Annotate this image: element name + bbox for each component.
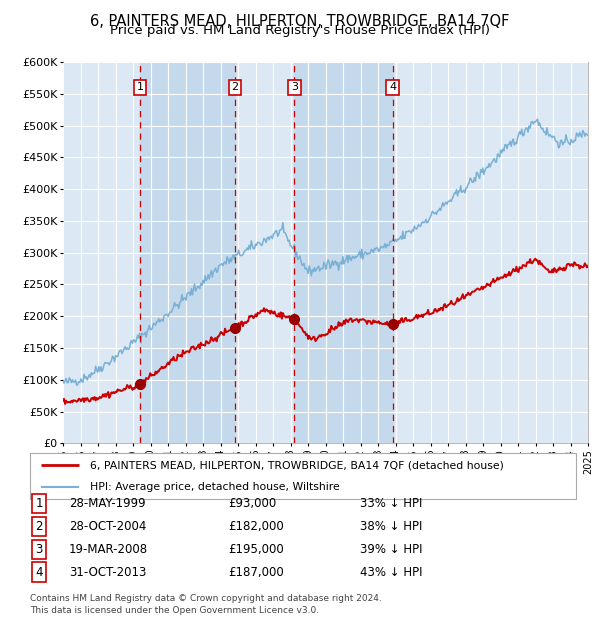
Text: 6, PAINTERS MEAD, HILPERTON, TROWBRIDGE, BA14 7QF: 6, PAINTERS MEAD, HILPERTON, TROWBRIDGE,…	[91, 14, 509, 29]
Bar	[295, 62, 392, 443]
Text: 3: 3	[291, 82, 298, 92]
Text: 1: 1	[137, 82, 143, 92]
Text: 4: 4	[35, 566, 43, 578]
Text: HPI: Average price, detached house, Wiltshire: HPI: Average price, detached house, Wilt…	[90, 482, 340, 492]
Text: 28-OCT-2004: 28-OCT-2004	[69, 520, 146, 533]
Text: 33% ↓ HPI: 33% ↓ HPI	[360, 497, 422, 510]
Text: 4: 4	[389, 82, 396, 92]
Text: 38% ↓ HPI: 38% ↓ HPI	[360, 520, 422, 533]
Text: Price paid vs. HM Land Registry's House Price Index (HPI): Price paid vs. HM Land Registry's House …	[110, 24, 490, 37]
Text: £182,000: £182,000	[228, 520, 284, 533]
Text: 3: 3	[35, 543, 43, 556]
Text: 19-MAR-2008: 19-MAR-2008	[69, 543, 148, 556]
Text: 39% ↓ HPI: 39% ↓ HPI	[360, 543, 422, 556]
Bar	[140, 62, 235, 443]
Text: 2: 2	[35, 520, 43, 533]
Text: £195,000: £195,000	[228, 543, 284, 556]
Text: 28-MAY-1999: 28-MAY-1999	[69, 497, 146, 510]
Text: 6, PAINTERS MEAD, HILPERTON, TROWBRIDGE, BA14 7QF (detached house): 6, PAINTERS MEAD, HILPERTON, TROWBRIDGE,…	[90, 460, 504, 470]
Text: Contains HM Land Registry data © Crown copyright and database right 2024.
This d: Contains HM Land Registry data © Crown c…	[30, 594, 382, 615]
Text: 31-OCT-2013: 31-OCT-2013	[69, 566, 146, 578]
Text: £93,000: £93,000	[228, 497, 276, 510]
Text: £187,000: £187,000	[228, 566, 284, 578]
Text: 43% ↓ HPI: 43% ↓ HPI	[360, 566, 422, 578]
FancyBboxPatch shape	[30, 453, 576, 499]
Text: 2: 2	[232, 82, 239, 92]
Text: 1: 1	[35, 497, 43, 510]
